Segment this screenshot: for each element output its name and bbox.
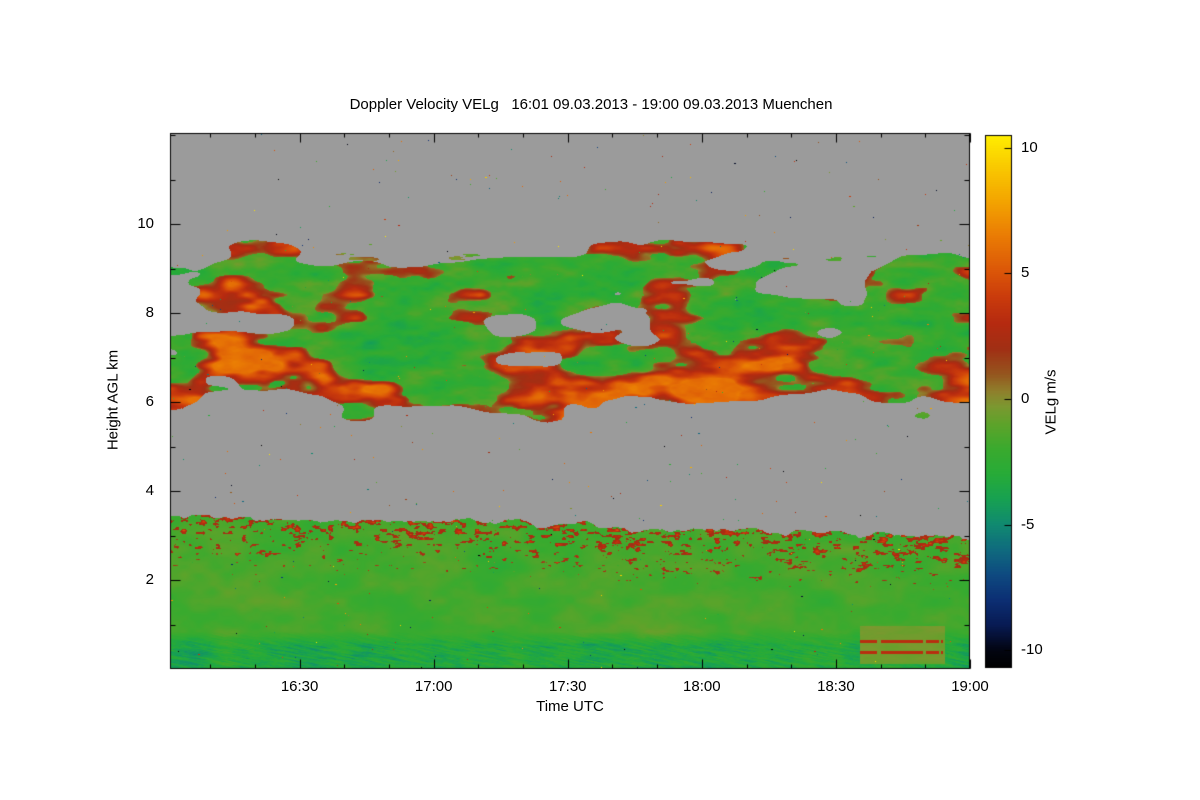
x-axis-label: Time UTC xyxy=(536,698,604,715)
chart-title: Doppler Velocity VELg 16:01 09.03.2013 -… xyxy=(349,96,833,113)
y-tick-label: 10 xyxy=(137,215,154,233)
x-tick-label: 18:30 xyxy=(817,678,855,695)
x-tick-label: 17:30 xyxy=(548,678,587,695)
y-tick-label: 8 xyxy=(145,304,154,322)
colorbar-label: VELg m/s xyxy=(1042,369,1060,435)
colorbar-tick-label: 0 xyxy=(1021,389,1030,407)
y-tick-label: 6 xyxy=(145,393,154,411)
x-tick-label: 18:00 xyxy=(683,678,721,695)
colorbar-tick-label: 5 xyxy=(1021,264,1030,282)
x-tick-label: 19:00 xyxy=(951,678,989,695)
y-tick-label: 4 xyxy=(145,482,154,500)
colorbar-tick-label: -5 xyxy=(1021,515,1035,533)
x-tick-label: 17:00 xyxy=(414,678,453,695)
y-tick-label: 2 xyxy=(145,571,154,589)
colorbar-tick-label: 10 xyxy=(1021,138,1038,156)
x-tick-label: 16:30 xyxy=(280,678,319,695)
colorbar-tick-label: -10 xyxy=(1021,641,1043,659)
